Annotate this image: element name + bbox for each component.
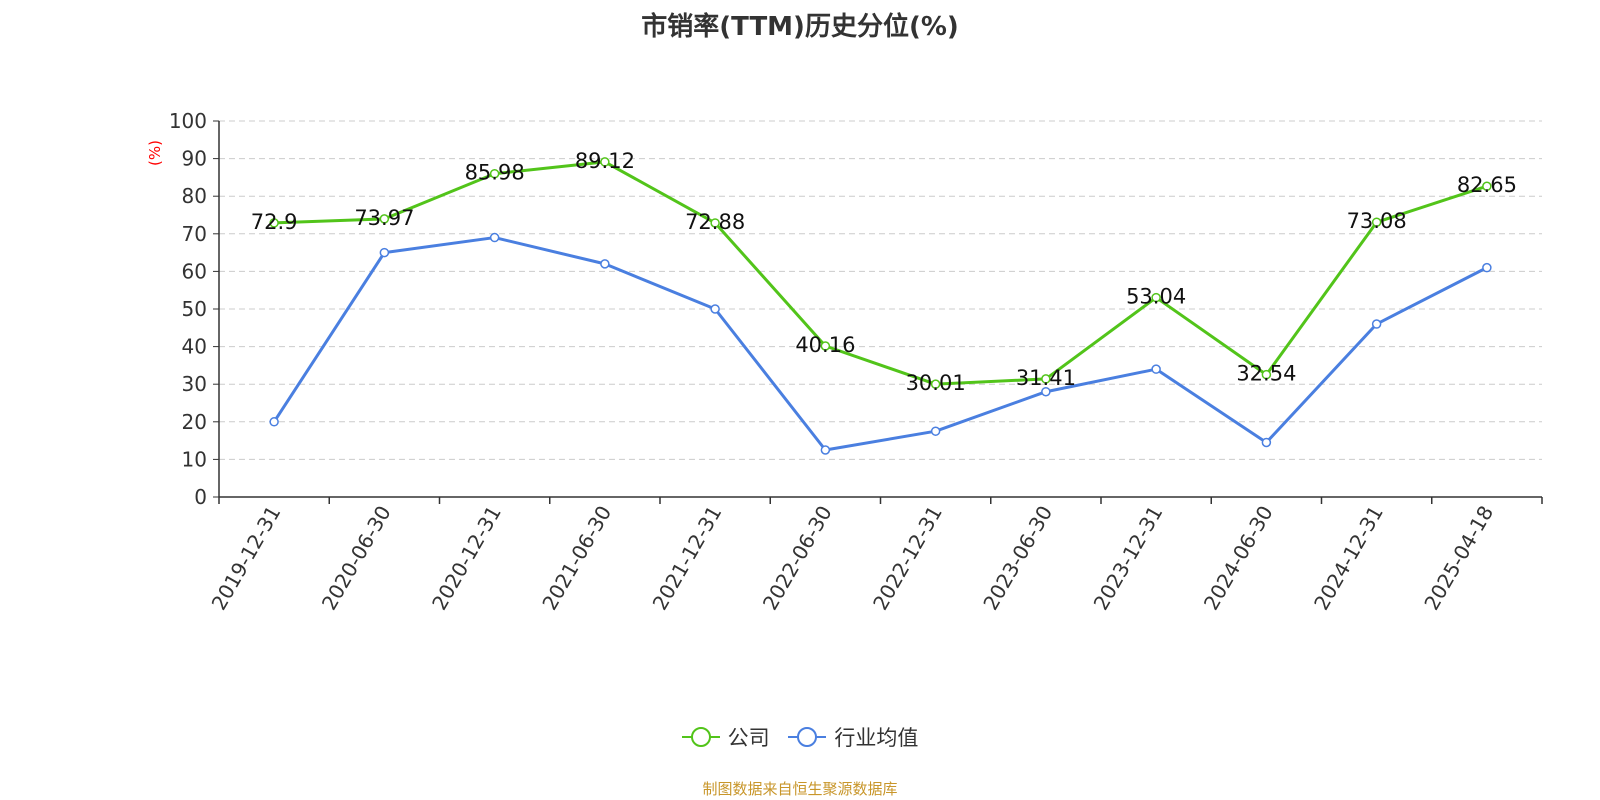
data-label: 31.41 <box>1016 366 1076 390</box>
data-label: 82.65 <box>1457 173 1517 197</box>
series <box>269 157 1492 455</box>
series-industry-point <box>1151 364 1161 374</box>
series-industry-point <box>1371 319 1382 329</box>
series-industry-point <box>820 445 831 455</box>
data-label: 53.04 <box>1126 285 1186 309</box>
legend-label-industry: 行业均值 <box>834 726 919 750</box>
y-tick-label: 70 <box>182 222 207 246</box>
legend-item-company[interactable]: 公司 <box>681 722 770 752</box>
series-industry-point <box>1041 386 1051 397</box>
data-label: 85.98 <box>465 161 525 185</box>
y-tick-label: 20 <box>182 410 207 434</box>
series-industry-point <box>600 259 610 269</box>
data-label: 72.9 <box>251 210 298 234</box>
x-tick-label: 2024-12-31 <box>1309 502 1388 615</box>
series-company-point <box>600 157 610 167</box>
legend-item-industry[interactable]: 行业均值 <box>788 722 918 752</box>
series-industry-point <box>710 304 720 314</box>
x-tick-label: 2023-12-31 <box>1089 502 1168 615</box>
series-company-point <box>379 214 390 224</box>
series-company-point <box>930 379 941 389</box>
y-tick-label: 30 <box>182 372 207 396</box>
x-tick-label: 2020-06-30 <box>317 502 396 615</box>
series-company-point <box>710 218 720 228</box>
y-tick-label: 40 <box>182 335 207 359</box>
x-tick-label: 2024-06-30 <box>1199 502 1278 615</box>
series-company-point <box>1041 374 1051 384</box>
x-tick-label: 2022-06-30 <box>758 502 837 615</box>
legend: 公司 行业均值 <box>0 722 1600 752</box>
y-tick-label: 0 <box>194 485 207 509</box>
legend-label-company: 公司 <box>727 726 770 750</box>
x-tick-label: 2020-12-31 <box>427 502 506 615</box>
series-industry-line <box>272 236 1488 452</box>
series-industry-point <box>379 247 390 258</box>
series-industry-point <box>930 426 941 436</box>
x-tick-label: 2023-06-30 <box>978 502 1057 615</box>
data-labels: 72.9 73.97 85.98 89.12 72.88 40.16 30.01 31.41 5… <box>251 149 1517 395</box>
legend-line-circle-icon <box>681 727 720 747</box>
y-tick-label: 10 <box>182 447 207 471</box>
series-industry-point <box>269 417 279 427</box>
legend-line-circle-icon <box>788 727 827 747</box>
series-company-point <box>269 218 279 228</box>
series-company-point <box>489 168 500 179</box>
series-company-point <box>1371 217 1382 227</box>
y-tick-label: 100 <box>169 109 207 133</box>
grid-lines <box>219 120 1542 460</box>
y-axis-label: (%) <box>146 140 164 166</box>
series-industry-point <box>1482 262 1492 273</box>
source-note: 制图数据来自恒生聚源数据库 <box>702 780 898 798</box>
y-tick-label: 80 <box>182 184 207 208</box>
axes: 0 10 20 30 40 50 60 70 80 90 100 2019-12-31 2020-06-… <box>169 109 1543 615</box>
x-tick-label: 2025-04-18 <box>1419 502 1498 615</box>
series-industry-point <box>489 232 500 243</box>
series-company-point <box>1482 181 1492 191</box>
y-tick-label: 50 <box>182 297 207 321</box>
series-company-line <box>274 160 1488 386</box>
series-company-point <box>1261 369 1272 380</box>
x-tick-label: 2022-12-31 <box>868 502 947 615</box>
x-tick-label: 2021-12-31 <box>648 502 727 615</box>
y-tick-label: 60 <box>182 259 207 283</box>
data-label: 32.54 <box>1236 362 1296 386</box>
x-tick-label: 2021-06-30 <box>537 502 616 615</box>
data-label: 73.08 <box>1347 209 1407 233</box>
data-label: 30.01 <box>906 371 966 395</box>
chart-title: 市销率(TTM)历史分位(%) <box>641 12 959 42</box>
series-company-point <box>1151 292 1161 303</box>
series-company-point <box>820 341 831 351</box>
data-label: 73.97 <box>354 206 414 230</box>
data-label: 40.16 <box>795 333 855 357</box>
x-tick-label: 2019-12-31 <box>207 502 286 615</box>
y-tick-label: 90 <box>182 147 207 171</box>
series-industry-point <box>1261 437 1272 448</box>
data-label: 89.12 <box>575 149 635 173</box>
data-label: 72.88 <box>685 210 745 234</box>
